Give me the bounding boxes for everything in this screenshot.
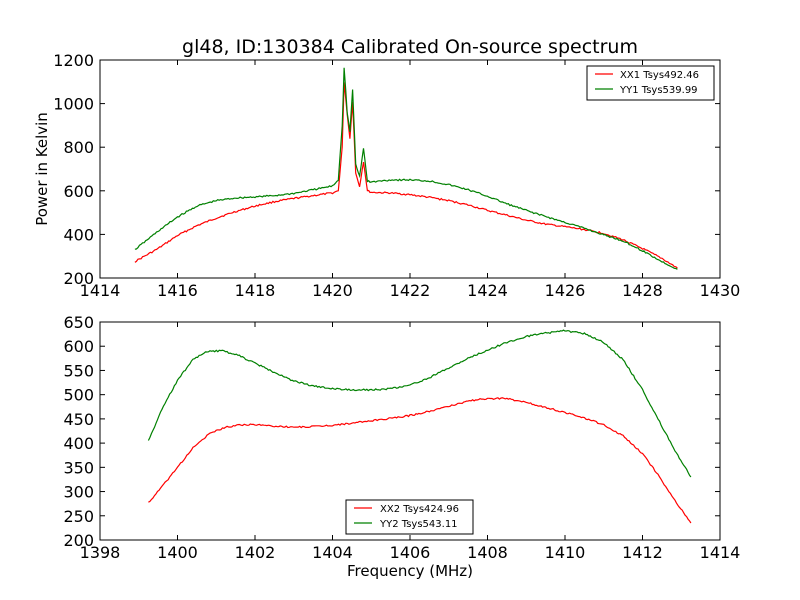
bottom-y-tick-label: 600	[63, 337, 94, 356]
bottom-x-tick-label: 1404	[312, 543, 353, 562]
bottom-y-tick-label: 650	[63, 313, 94, 332]
bottom-y-tick-label: 250	[63, 507, 94, 526]
top-legend-label-yy1: YY1 Tsys539.99	[619, 85, 698, 96]
bottom-subplot: Frequency (MHz) 1398 1400 1402 1404 1406 1408…	[63, 313, 740, 580]
top-chart-title: gl48, ID:130384 Calibrated On-source spe…	[182, 36, 638, 58]
top-x-tick-label: 1416	[157, 281, 198, 300]
top-legend-box	[586, 65, 715, 101]
bottom-y-tick-label: 550	[63, 361, 94, 380]
top-x-tick-label: 1420	[312, 281, 353, 300]
top-y-tick-label: 1000	[53, 95, 94, 114]
bottom-y-tick-label: 350	[63, 458, 94, 477]
top-legend-label-xx1: XX1 Tsys492.46	[620, 70, 699, 81]
bottom-legend-label-yy2: YY2 Tsys543.11	[379, 519, 458, 530]
bottom-series-xx2-line	[148, 397, 692, 524]
bottom-legend-label-xx2: XX2 Tsys424.96	[380, 504, 459, 515]
top-y-tick-label: 400	[63, 225, 94, 244]
bottom-legend-box	[345, 499, 474, 535]
top-series-yy1-line	[134, 67, 678, 270]
bottom-x-tick-label: 1398	[80, 543, 121, 562]
top-series-xx1-line	[134, 82, 678, 269]
bottom-x-tick-label: 1408	[467, 543, 508, 562]
top-x-tick-label: 1430	[700, 281, 741, 300]
bottom-legend: XX2 Tsys424.96 YY2 Tsys543.11	[345, 499, 474, 535]
top-y-tick-label: 800	[63, 138, 94, 157]
top-subplot: gl48, ID:130384 Calibrated On-source spe…	[33, 36, 740, 300]
top-x-tick-label: 1418	[235, 281, 276, 300]
bottom-x-tick-label: 1402	[235, 543, 276, 562]
bottom-y-tick-label: 500	[63, 386, 94, 405]
bottom-y-tick-label: 300	[63, 483, 94, 502]
top-y-tick-label: 200	[63, 269, 94, 288]
bottom-x-tick-label: 1410	[545, 543, 586, 562]
bottom-y-tick-label: 400	[63, 434, 94, 453]
bottom-x-tick-label: 1400	[157, 543, 198, 562]
bottom-x-axis-label: Frequency (MHz)	[347, 562, 473, 580]
bottom-x-tick-label: 1406	[390, 543, 431, 562]
top-x-tick-label: 1428	[622, 281, 663, 300]
top-y-axis-label: Power in Kelvin	[33, 112, 51, 226]
top-x-tick-label: 1414	[80, 281, 121, 300]
top-legend: XX1 Tsys492.46 YY1 Tsys539.99	[586, 65, 715, 101]
top-x-tick-label: 1422	[390, 281, 431, 300]
bottom-series-yy2-line	[147, 329, 692, 478]
bottom-y-tick-label: 450	[63, 410, 94, 429]
top-x-tick-label: 1424	[467, 281, 508, 300]
bottom-x-tick-label: 1412	[622, 543, 663, 562]
top-y-tick-label: 1200	[53, 51, 94, 70]
bottom-x-tick-label: 1414	[700, 543, 741, 562]
top-y-tick-label: 600	[63, 182, 94, 201]
bottom-y-tick-label: 200	[63, 531, 94, 550]
top-x-tick-label: 1426	[545, 281, 586, 300]
